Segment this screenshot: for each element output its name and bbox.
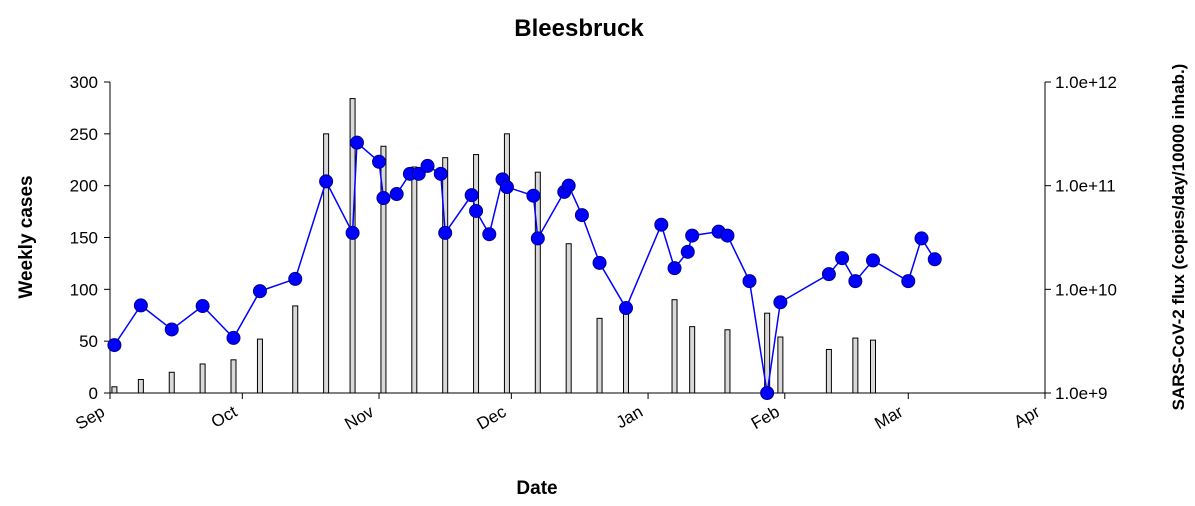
marker: [464, 188, 479, 203]
marker: [433, 166, 448, 181]
marker: [469, 203, 484, 218]
marker: [720, 228, 735, 243]
bar: [199, 363, 206, 394]
bar: [111, 386, 118, 394]
bar: [623, 309, 630, 394]
bar: [503, 133, 510, 394]
marker: [376, 191, 391, 206]
line: [113, 141, 936, 394]
bar: [825, 348, 832, 394]
marker: [927, 252, 942, 267]
marker: [760, 386, 775, 400]
marker: [574, 208, 589, 223]
marker: [742, 274, 757, 289]
bar: [323, 133, 330, 394]
x-tick-label: Apr: [1011, 402, 1044, 432]
y-tick-label: 300: [70, 73, 98, 92]
y-axis-label: Weekly cases: [16, 175, 37, 298]
x-tick-label: Nov: [341, 402, 377, 434]
y-tick-label: 200: [70, 177, 98, 196]
marker: [619, 301, 634, 316]
y2-axis-label: SARS-CoV-2 flux (copies/day/10000 inhab.…: [1169, 64, 1188, 411]
marker: [319, 174, 334, 189]
marker: [411, 166, 426, 181]
marker: [530, 231, 545, 246]
bar: [349, 98, 356, 394]
x-tick-label: Oct: [208, 402, 241, 432]
bar: [137, 379, 144, 394]
marker: [526, 188, 541, 203]
x-tick-label: Feb: [748, 402, 783, 433]
y-tick-label: 50: [79, 332, 98, 351]
marker: [107, 338, 122, 353]
marker: [773, 295, 788, 310]
bar: [473, 154, 480, 394]
y2-tick-label: 1.0e+10: [1055, 280, 1117, 299]
y-tick-label: 0: [89, 384, 98, 403]
y-tick-label: 100: [70, 280, 98, 299]
bar: [256, 338, 263, 394]
bar: [292, 305, 299, 394]
bar: [596, 317, 603, 394]
marker: [654, 217, 669, 232]
x-tick-label: Mar: [871, 402, 906, 433]
bar: [852, 337, 859, 394]
y2-tick-label: 1.0e+11: [1055, 177, 1116, 196]
bar: [168, 371, 175, 394]
marker: [164, 322, 179, 337]
bar: [534, 171, 541, 394]
marker: [667, 261, 682, 276]
marker: [349, 135, 364, 150]
marker: [901, 274, 916, 289]
y2-tick-label: 1.0e+12: [1055, 73, 1117, 92]
bar: [565, 243, 572, 394]
bar: [869, 339, 876, 394]
bar: [777, 336, 784, 394]
bar: [724, 329, 731, 394]
x-tick-label: Sep: [72, 402, 108, 434]
marker: [848, 274, 863, 289]
marker: [438, 225, 453, 240]
marker: [680, 244, 695, 259]
y-tick-label: 250: [70, 125, 98, 144]
y2-tick-label: 1.0e+9: [1055, 384, 1107, 403]
x-tick-label: Jan: [613, 402, 646, 432]
marker: [865, 253, 880, 268]
marker: [288, 271, 303, 286]
marker: [561, 178, 576, 193]
bar: [689, 326, 696, 394]
marker: [482, 227, 497, 242]
bar: [380, 145, 387, 394]
marker: [420, 158, 435, 173]
chart-title: Bleesbruck: [514, 15, 644, 42]
y-tick-label: 150: [70, 229, 98, 248]
x-tick-label: Dec: [474, 402, 510, 434]
marker: [372, 154, 387, 169]
bar: [671, 299, 678, 394]
marker: [252, 284, 267, 299]
marker: [389, 187, 404, 202]
marker: [914, 231, 929, 246]
marker: [685, 228, 700, 243]
marker: [226, 330, 241, 345]
x-axis-label: Date: [516, 478, 557, 499]
marker: [499, 180, 514, 195]
bar: [230, 359, 237, 394]
marker: [592, 255, 607, 270]
bar: [411, 166, 418, 394]
marker: [821, 267, 836, 282]
marker: [195, 299, 210, 314]
bar: [442, 157, 449, 394]
marker: [835, 251, 850, 266]
marker: [345, 225, 360, 240]
marker: [133, 298, 148, 313]
